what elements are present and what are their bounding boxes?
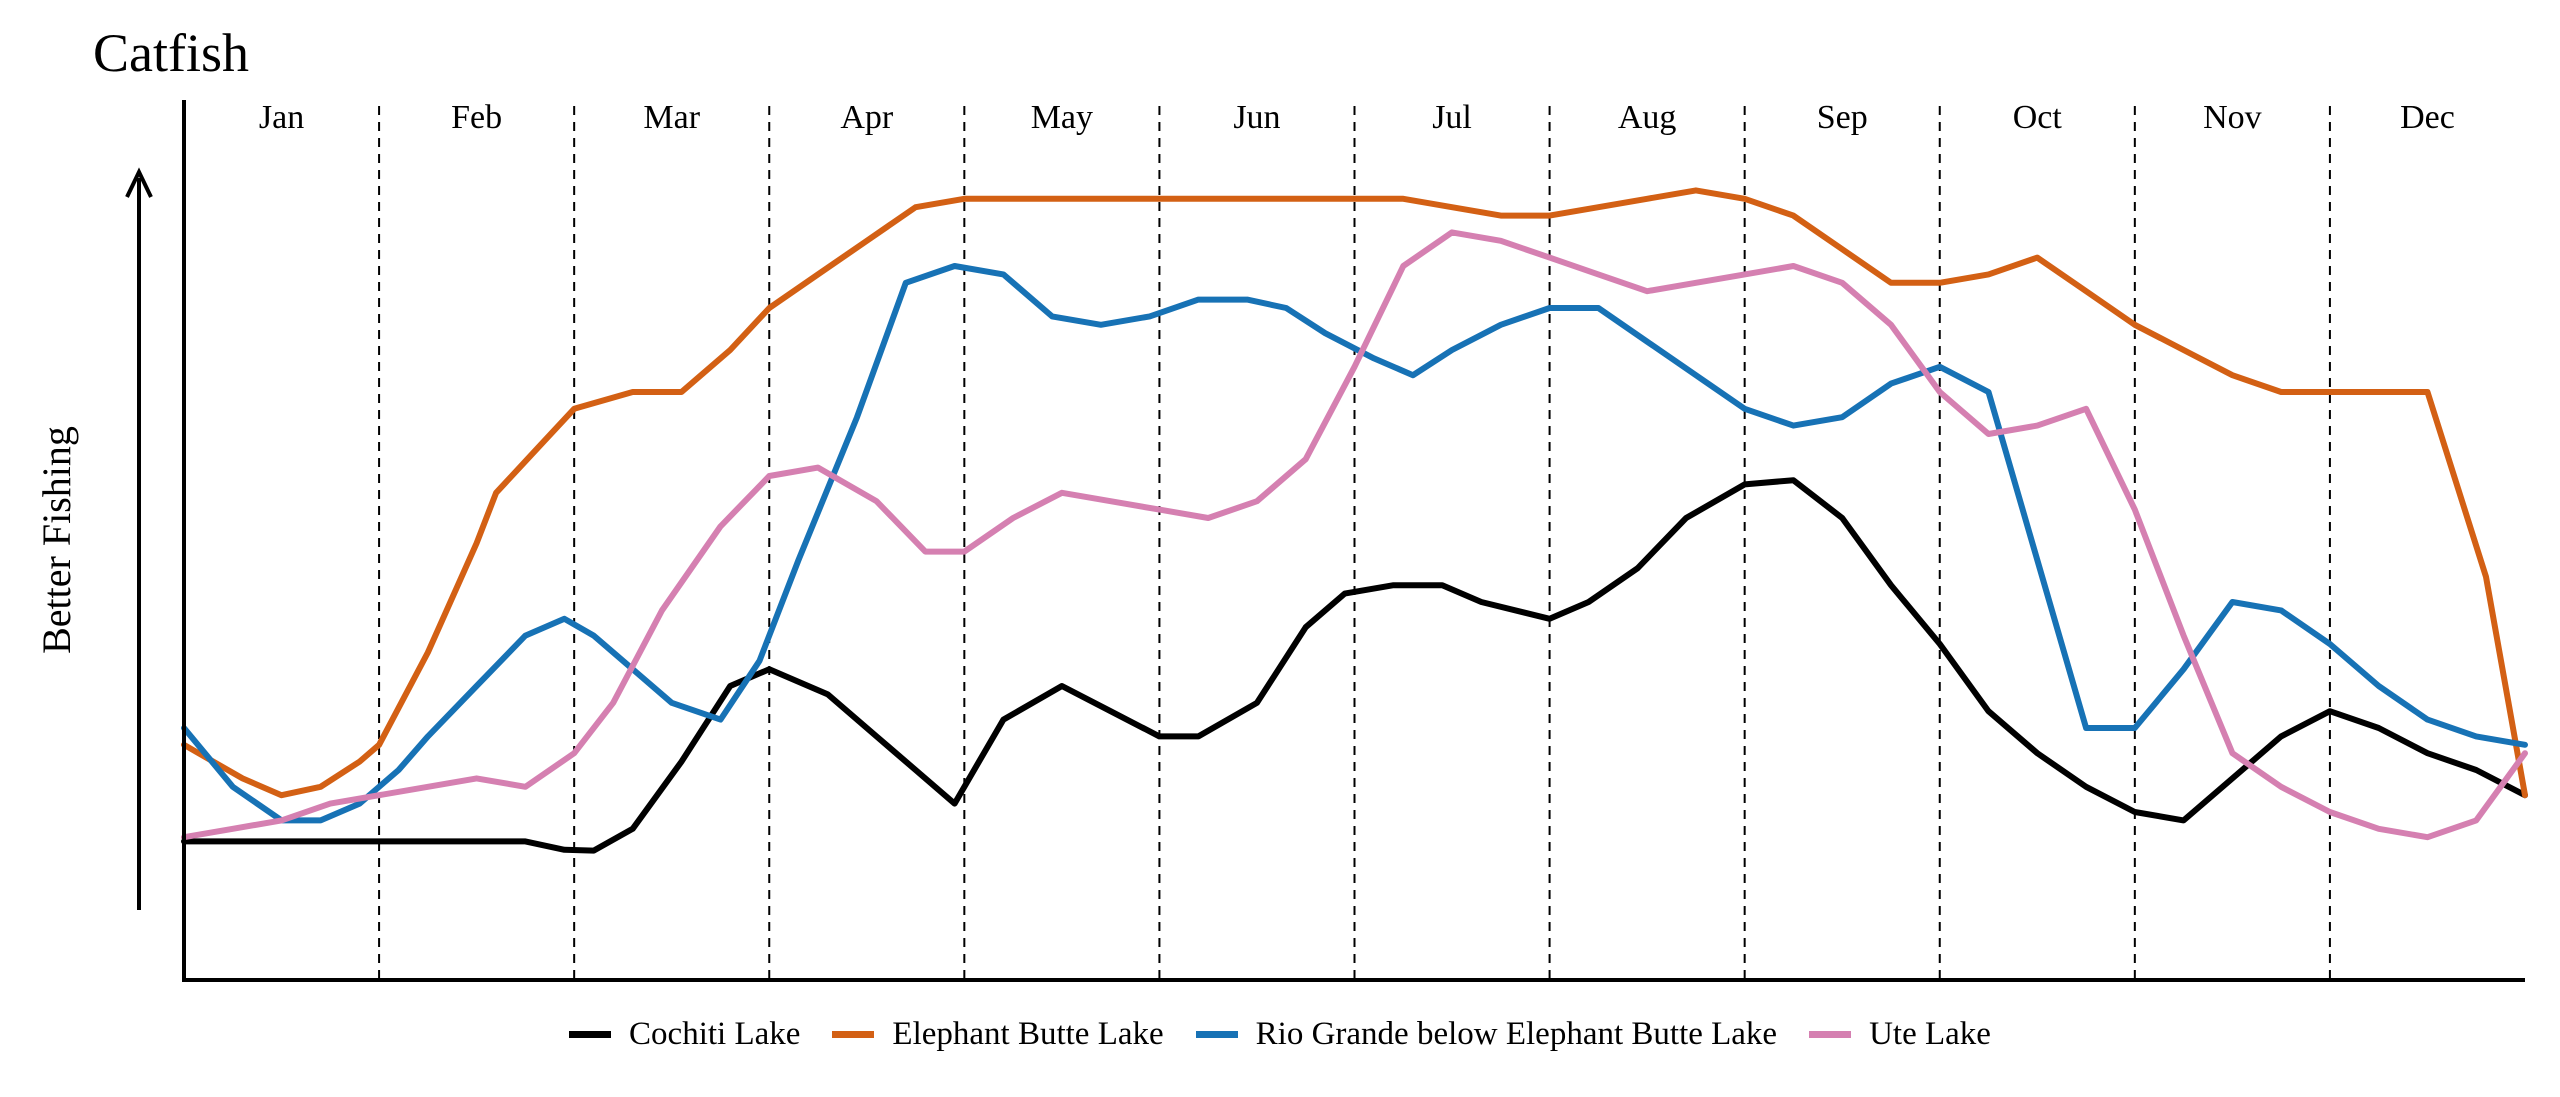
legend-swatch	[1195, 1031, 1238, 1038]
legend-label: Elephant Butte Lake	[892, 1016, 1164, 1052]
legend-item: Ute Lake	[1809, 1016, 1991, 1053]
month-label-apr: Apr	[840, 99, 894, 136]
month-label-aug: Aug	[1618, 99, 1677, 136]
month-label-dec: Dec	[2400, 99, 2455, 136]
legend-item: Rio Grande below Elephant Butte Lake	[1195, 1016, 1778, 1053]
series-line-ute-lake	[181, 229, 2528, 841]
legend-swatch	[569, 1031, 612, 1038]
month-label-jul: Jul	[1432, 99, 1472, 136]
month-label-nov: Nov	[2203, 99, 2262, 136]
legend-item: Cochiti Lake	[569, 1016, 800, 1053]
month-label-jun: Jun	[1233, 99, 1280, 136]
series-line-cochiti-lake	[181, 477, 2528, 854]
chart-legend: Cochiti Lake Elephant Butte Lake Rio Grand…	[0, 1016, 2560, 1053]
better-fishing-arrow-icon	[125, 167, 153, 198]
legend-swatch	[1809, 1031, 1852, 1038]
month-label-may: May	[1031, 99, 1093, 136]
legend-item: Elephant Butte Lake	[832, 1016, 1164, 1053]
series-lines	[181, 187, 2528, 854]
axes: Better Fishing	[34, 100, 2525, 982]
y-axis-label: Better Fishing	[34, 426, 79, 654]
legend-label: Cochiti Lake	[629, 1016, 801, 1052]
series-line-elephant-butte-lake	[181, 187, 2528, 799]
month-label-sep: Sep	[1817, 99, 1868, 136]
legend-label: Rio Grande below Elephant Butte Lake	[1255, 1016, 1778, 1052]
month-labels: Jan Feb Mar Apr May Jun Jul Aug Sep Oct Nov Dec	[259, 99, 2455, 136]
series-line-rio-grande-below-elephant-butte-lake	[181, 263, 2528, 824]
month-label-feb: Feb	[451, 99, 502, 136]
month-label-oct: Oct	[2013, 99, 2063, 136]
month-separators	[378, 106, 2331, 980]
legend-label: Ute Lake	[1869, 1016, 1991, 1052]
month-label-mar: Mar	[643, 99, 700, 136]
month-label-jan: Jan	[259, 99, 304, 136]
legend-swatch	[832, 1031, 875, 1038]
chart-title: Catfish	[93, 23, 249, 83]
